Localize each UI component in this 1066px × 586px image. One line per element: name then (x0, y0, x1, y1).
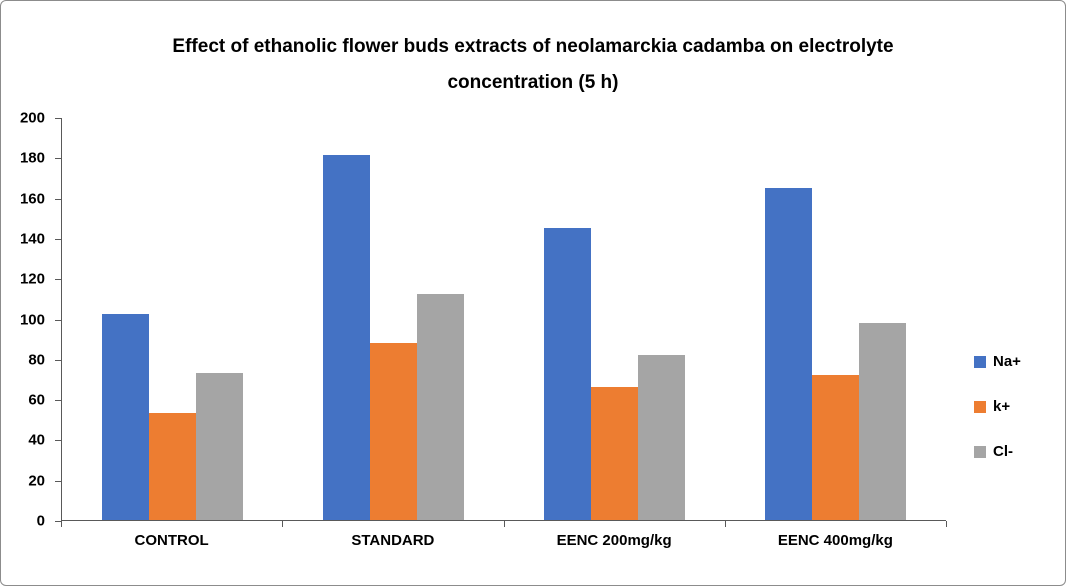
x-axis-label-control: CONTROL (134, 532, 209, 549)
legend-item-k: k+ (974, 398, 1021, 415)
y-tick-mark (55, 118, 61, 119)
bar-group-standard (283, 118, 504, 520)
x-tick-mark (503, 521, 505, 527)
y-tick-mark (55, 319, 61, 321)
y-tick-label-200: 200 (19, 109, 45, 127)
legend-item-na: Na+ (974, 353, 1021, 370)
bar-cl-control (196, 372, 243, 520)
plot-area (61, 118, 946, 521)
legend-item-cl: Cl- (974, 443, 1021, 460)
y-tick-label-40: 40 (28, 431, 45, 449)
x-tick-mark (282, 521, 284, 527)
x-axis-labels: CONTROL STANDARD EENC 200mg/kg EENC 400mg/k… (61, 532, 946, 549)
bar-group-control (62, 118, 283, 520)
y-tick-mark (55, 480, 61, 482)
bar-k-eenc-400mg-kg (812, 374, 859, 520)
y-tick-label-100: 100 (19, 311, 45, 328)
bar-na-eenc-200mg-kg (544, 227, 591, 520)
y-axis: 0 20 40 60 80 100 120 140 160 180 200 (1, 110, 61, 530)
y-tick-label-20: 20 (28, 472, 45, 490)
y-tick-mark (55, 359, 61, 361)
legend-swatch-icon (974, 355, 986, 368)
y-tick-mark (55, 521, 61, 522)
x-axis-label-eenc-200mg-kg: EENC 200mg/kg (556, 532, 672, 549)
bar-na-standard (323, 155, 370, 520)
x-tick-mark (724, 521, 726, 527)
y-tick-mark (55, 158, 61, 160)
y-tick-mark (55, 400, 61, 402)
x-axis-label-eenc-400mg-kg: EENC 400mg/kg (777, 532, 893, 549)
x-axis-ticks (61, 521, 947, 528)
bar-group-eenc-400mg-kg (725, 118, 946, 520)
y-tick-label-60: 60 (28, 391, 45, 409)
x-tick-mark (946, 521, 947, 527)
y-tick-mark (55, 198, 61, 200)
bar-k-eenc-200mg-kg (591, 387, 638, 520)
y-tick-label-0: 0 (36, 512, 45, 530)
legend-label: k+ (993, 398, 1011, 415)
chart-title: Effect of ethanolic flower buds extracts… (172, 36, 894, 93)
legend-label: Cl- (993, 443, 1013, 460)
bar-cl-eenc-400mg-kg (859, 322, 906, 520)
bar-k-control (149, 413, 196, 520)
bar-na-control (102, 314, 149, 520)
bar-k-standard (370, 342, 417, 520)
legend-swatch-icon (974, 445, 986, 458)
y-tick-label-140: 140 (19, 230, 45, 248)
bar-na-eenc-400mg-kg (765, 187, 812, 520)
legend-swatch-icon (974, 400, 986, 413)
bar-cl-eenc-200mg-kg (638, 354, 685, 520)
y-tick-mark (55, 440, 61, 442)
x-axis-label-standard: STANDARD (351, 532, 435, 549)
x-tick-mark (61, 521, 62, 527)
y-tick-label-120: 120 (19, 270, 45, 288)
legend: Na+ k+ Cl- (974, 353, 1021, 460)
bar-cl-standard (417, 294, 464, 520)
y-tick-label-180: 180 (19, 149, 45, 167)
y-tick-mark (55, 279, 61, 281)
y-tick-label-80: 80 (28, 351, 45, 369)
legend-label: Na+ (993, 353, 1021, 370)
y-tick-mark (55, 238, 61, 240)
bar-group-eenc-200mg-kg (504, 118, 725, 520)
y-tick-label-160: 160 (19, 190, 45, 208)
